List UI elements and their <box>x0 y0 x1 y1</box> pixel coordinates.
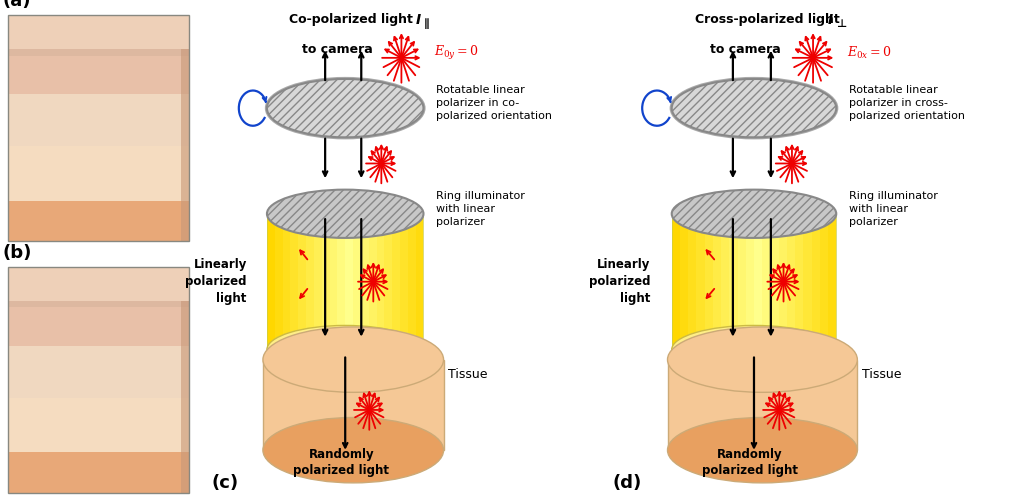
Bar <box>384 214 392 350</box>
Bar <box>696 214 705 350</box>
Bar <box>337 214 345 350</box>
Ellipse shape <box>267 190 424 238</box>
Bar <box>8 398 188 452</box>
Text: Rotatable linear
polarizer in co-
polarized orientation: Rotatable linear polarizer in co- polari… <box>435 85 552 121</box>
Bar <box>8 95 188 146</box>
Bar <box>812 214 820 350</box>
Text: Randomly
polarized light: Randomly polarized light <box>701 448 798 477</box>
Bar <box>8 267 188 301</box>
Bar <box>306 214 314 350</box>
Bar <box>353 214 360 350</box>
Bar <box>820 214 828 350</box>
Bar <box>8 267 188 493</box>
Text: ⊥: ⊥ <box>837 19 847 29</box>
Bar <box>804 214 812 350</box>
Ellipse shape <box>668 417 857 483</box>
Bar <box>713 214 721 350</box>
Bar <box>408 214 416 350</box>
Bar <box>298 214 306 350</box>
Bar <box>754 214 762 350</box>
Bar <box>737 214 745 350</box>
Bar <box>283 214 291 350</box>
Bar <box>8 146 188 201</box>
Text: Tissue: Tissue <box>861 368 901 381</box>
Bar <box>745 214 754 350</box>
Bar <box>369 214 377 350</box>
Bar <box>8 15 188 241</box>
Text: Ring illuminator
with linear
polarizer: Ring illuminator with linear polarizer <box>849 191 938 227</box>
Text: (c): (c) <box>211 474 239 492</box>
Bar <box>8 56 188 95</box>
Bar <box>314 214 322 350</box>
Bar <box>795 214 804 350</box>
Text: to camera: to camera <box>302 43 373 56</box>
Bar <box>274 214 283 350</box>
Bar <box>377 214 384 350</box>
Bar <box>8 307 188 346</box>
Bar <box>180 49 188 241</box>
Bar <box>330 214 337 350</box>
Bar <box>770 214 778 350</box>
Ellipse shape <box>668 327 857 392</box>
Bar <box>672 214 680 350</box>
Text: Co-polarized light: Co-polarized light <box>289 13 417 26</box>
Bar <box>729 214 737 350</box>
Bar <box>8 15 188 56</box>
Text: Randomly
polarized light: Randomly polarized light <box>293 448 389 477</box>
Text: Cross-polarized light: Cross-polarized light <box>695 13 844 26</box>
Bar <box>8 15 188 49</box>
Bar <box>263 360 443 450</box>
Ellipse shape <box>263 327 443 392</box>
Bar <box>668 360 857 450</box>
Ellipse shape <box>267 79 424 137</box>
Bar <box>400 214 408 350</box>
Bar <box>8 201 188 241</box>
Bar <box>392 214 400 350</box>
Ellipse shape <box>672 190 837 238</box>
Bar <box>688 214 696 350</box>
Text: Linearly
polarized
light: Linearly polarized light <box>589 258 650 305</box>
Ellipse shape <box>263 417 443 483</box>
Text: Linearly
polarized
light: Linearly polarized light <box>185 258 247 305</box>
Bar <box>721 214 729 350</box>
Bar <box>705 214 713 350</box>
Text: I: I <box>827 13 833 27</box>
Bar <box>778 214 786 350</box>
Text: ∥: ∥ <box>424 19 429 29</box>
Bar <box>322 214 330 350</box>
Bar <box>360 214 369 350</box>
Text: (b): (b) <box>2 243 32 262</box>
Text: Ring illuminator
with linear
polarizer: Ring illuminator with linear polarizer <box>435 191 524 227</box>
Bar <box>680 214 688 350</box>
Bar <box>8 346 188 398</box>
Bar <box>828 214 837 350</box>
Bar <box>267 214 274 350</box>
Text: Tissue: Tissue <box>447 368 487 381</box>
Text: Rotatable linear
polarizer in cross-
polarized orientation: Rotatable linear polarizer in cross- pol… <box>849 85 965 121</box>
Bar <box>291 214 298 350</box>
Ellipse shape <box>672 79 837 137</box>
Text: $E_{0x}=0$: $E_{0x}=0$ <box>847 45 891 61</box>
Text: (a): (a) <box>2 0 31 10</box>
Text: $E_{0y}=0$: $E_{0y}=0$ <box>433 44 478 62</box>
Text: (d): (d) <box>612 474 642 492</box>
Bar <box>180 301 188 493</box>
Ellipse shape <box>672 325 837 374</box>
Text: I: I <box>416 13 421 27</box>
Text: to camera: to camera <box>711 43 781 56</box>
Ellipse shape <box>267 325 424 374</box>
Bar <box>762 214 770 350</box>
Bar <box>345 214 353 350</box>
Bar <box>786 214 795 350</box>
Bar <box>8 267 188 307</box>
Bar <box>8 452 188 493</box>
Bar <box>416 214 424 350</box>
